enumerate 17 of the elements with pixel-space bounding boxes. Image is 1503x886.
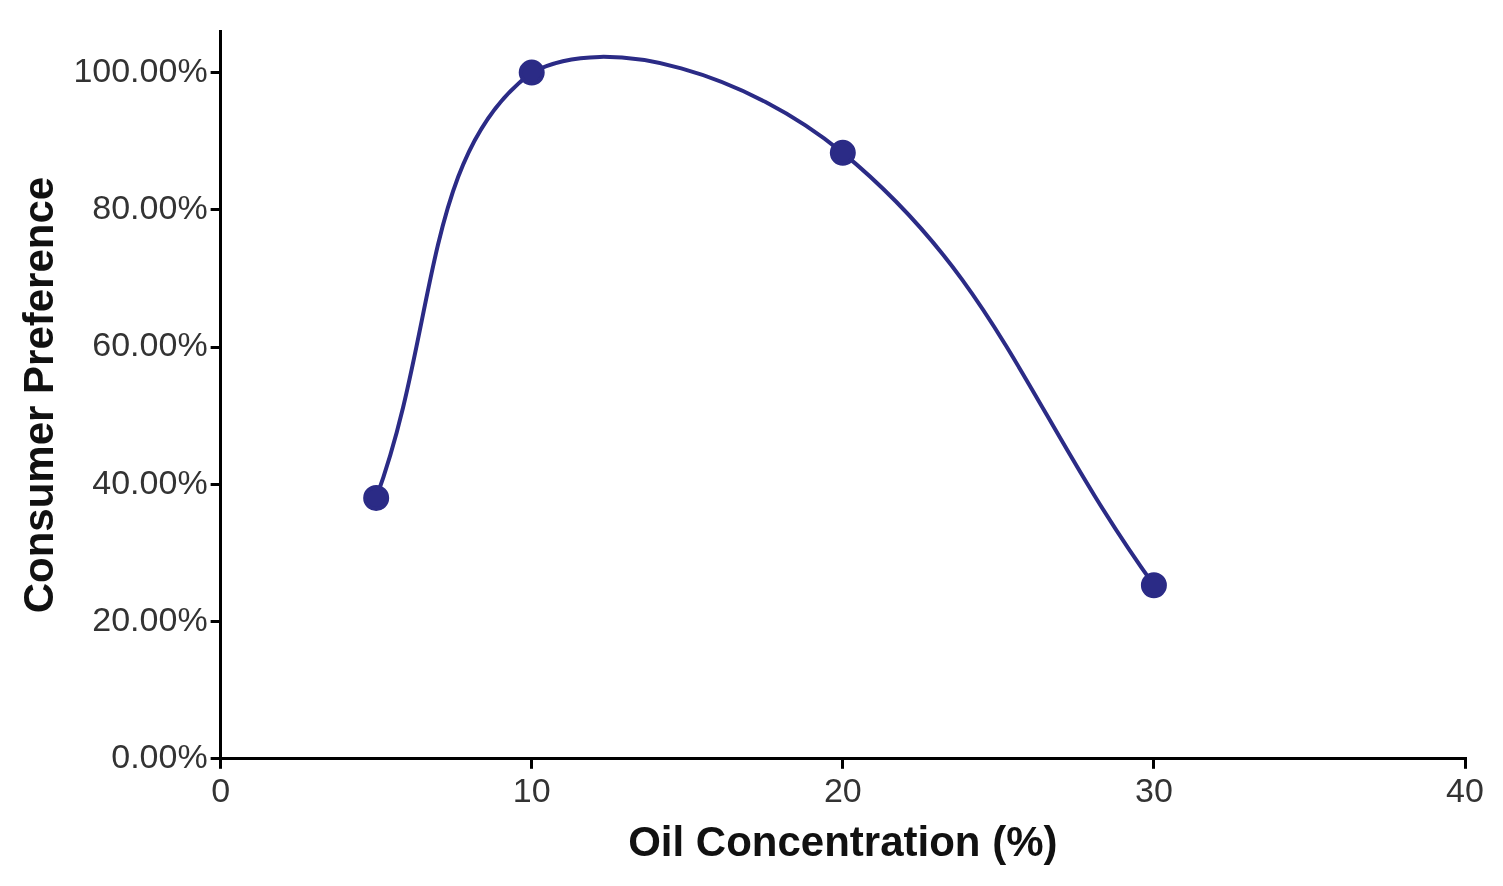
point <box>1140 572 1167 599</box>
y-tick-label: 80.00% <box>92 188 208 227</box>
x-tick-label: 20 <box>823 770 862 809</box>
x-tick-label: 40 <box>1446 770 1484 809</box>
point <box>829 139 856 166</box>
y-tick-label: 0.00% <box>111 737 208 776</box>
x-tick-label: 30 <box>1134 770 1173 809</box>
y-tick-label: 60.00% <box>92 325 208 364</box>
x-tick-label: 10 <box>512 770 551 809</box>
y-tick-label: 20.00% <box>92 599 208 638</box>
point <box>363 485 390 512</box>
point <box>518 59 545 86</box>
y-axis-title: Consumer Preference <box>14 176 62 614</box>
y-tick-label: 100.00% <box>73 50 208 89</box>
x-tick-label: 0 <box>211 770 231 809</box>
x-axis-title: Oil Concentration (%) <box>628 818 1058 866</box>
y-tick-label: 40.00% <box>92 462 208 501</box>
